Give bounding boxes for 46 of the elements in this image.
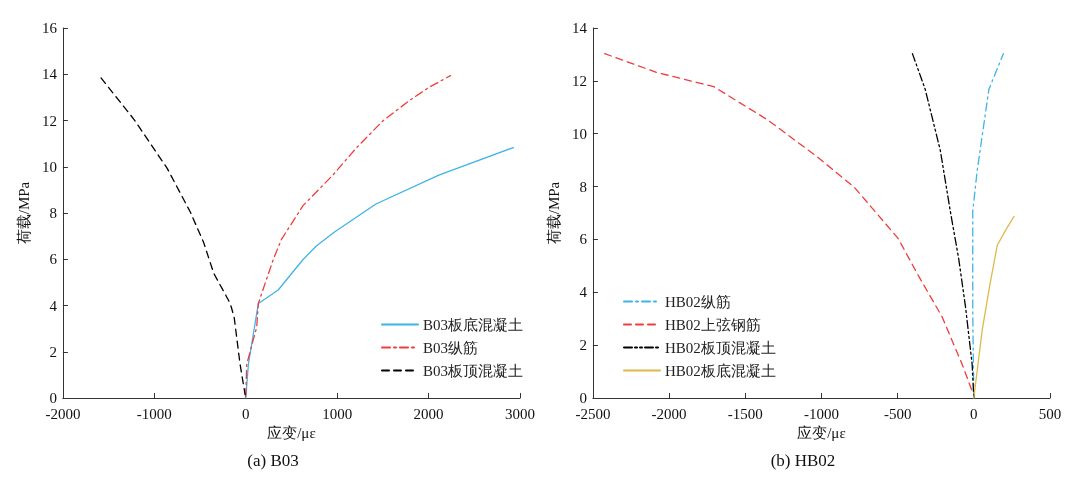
y-tick-label: 12 <box>41 112 57 129</box>
y-tick-label: 10 <box>41 158 57 175</box>
line-series <box>100 77 246 396</box>
y-axis-title: 荷载/MPa <box>15 181 32 245</box>
legend-label: B03板顶混凝土 <box>423 362 524 379</box>
x-tick-label: -1000 <box>136 405 172 422</box>
x-tick-label: 1000 <box>322 405 353 422</box>
x-tick-label: 0 <box>241 405 250 422</box>
y-axis-title: 荷载/MPa <box>545 181 562 245</box>
x-tick-label: 500 <box>1038 405 1062 422</box>
y-tick-label: 10 <box>571 125 587 142</box>
x-tick-label: 3000 <box>505 405 535 422</box>
y-tick-label: 6 <box>579 231 588 248</box>
x-tick-label: -500 <box>883 405 912 422</box>
x-tick-label: -1000 <box>803 405 839 422</box>
y-tick-label: 14 <box>41 66 58 83</box>
x-tick-label: -1500 <box>727 405 763 422</box>
x-axis-title: 应变/με <box>797 425 846 442</box>
y-tick-label: 8 <box>49 205 57 221</box>
legend-label: HB02板顶混凝土 <box>665 339 776 356</box>
y-tick-label: 6 <box>49 251 58 268</box>
text: (b) HB02 <box>770 451 836 470</box>
y-tick-label: 0 <box>49 390 57 406</box>
y-tick-label: 8 <box>579 178 587 195</box>
y-tick-label: 16 <box>41 20 58 36</box>
x-tick-label: 0 <box>970 405 978 422</box>
line-series <box>603 52 973 392</box>
text: (a) B03 <box>247 451 299 470</box>
x-tick-label: -2500 <box>575 405 611 422</box>
legend-label: B03纵筋 <box>423 339 479 356</box>
legend-label: HB02纵筋 <box>665 293 731 310</box>
x-tick-label: -2000 <box>45 405 81 422</box>
legend-label: HB02上弦钢筋 <box>665 316 761 333</box>
y-tick-label: 14 <box>571 20 588 36</box>
y-tick-label: 2 <box>579 337 587 354</box>
legend-label: HB02板底混凝土 <box>665 362 776 379</box>
line-series <box>973 215 1015 399</box>
x-tick-label: 2000 <box>413 405 444 422</box>
y-tick-label: 0 <box>579 390 587 406</box>
x-axis-title: 应变/με <box>267 425 316 442</box>
x-tick-label: -2000 <box>651 405 687 422</box>
legend-label: B03板底混凝土 <box>423 316 524 333</box>
y-tick-label: 12 <box>571 72 587 89</box>
y-tick-label: 4 <box>579 284 588 301</box>
y-tick-label: 2 <box>49 343 57 360</box>
y-tick-label: 4 <box>49 297 58 314</box>
